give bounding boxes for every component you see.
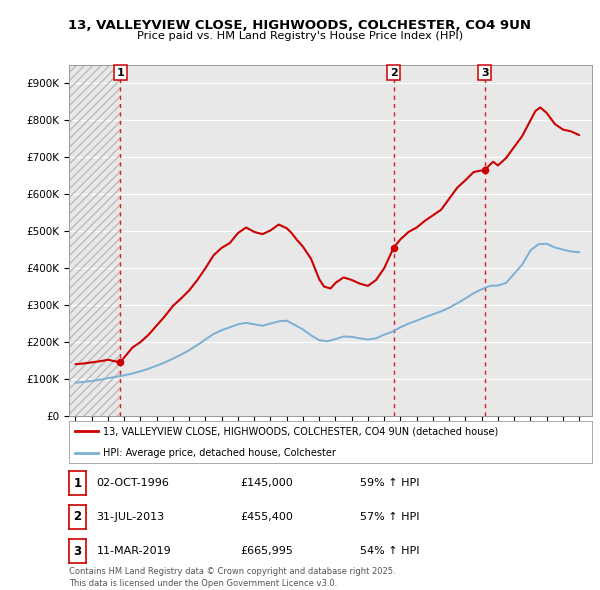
Text: 11-MAR-2019: 11-MAR-2019 [97,546,172,556]
Text: Contains HM Land Registry data © Crown copyright and database right 2025.
This d: Contains HM Land Registry data © Crown c… [69,568,395,588]
Text: 13, VALLEYVIEW CLOSE, HIGHWOODS, COLCHESTER, CO4 9UN (detached house): 13, VALLEYVIEW CLOSE, HIGHWOODS, COLCHES… [103,427,498,436]
Text: £665,995: £665,995 [240,546,293,556]
Text: 54% ↑ HPI: 54% ↑ HPI [360,546,419,556]
Text: £145,000: £145,000 [240,478,293,488]
Text: HPI: Average price, detached house, Colchester: HPI: Average price, detached house, Colc… [103,448,336,457]
Text: Price paid vs. HM Land Registry's House Price Index (HPI): Price paid vs. HM Land Registry's House … [137,31,463,41]
Text: 3: 3 [73,545,82,558]
Text: 59% ↑ HPI: 59% ↑ HPI [360,478,419,488]
Text: 1: 1 [116,68,124,78]
Text: 02-OCT-1996: 02-OCT-1996 [97,478,169,488]
Text: 1: 1 [73,477,82,490]
Text: £455,400: £455,400 [240,512,293,522]
Text: 57% ↑ HPI: 57% ↑ HPI [360,512,419,522]
Text: 2: 2 [73,510,82,523]
Text: 3: 3 [481,68,488,78]
Text: 31-JUL-2013: 31-JUL-2013 [97,512,165,522]
Text: 13, VALLEYVIEW CLOSE, HIGHWOODS, COLCHESTER, CO4 9UN: 13, VALLEYVIEW CLOSE, HIGHWOODS, COLCHES… [68,19,532,32]
Text: 2: 2 [390,68,398,78]
